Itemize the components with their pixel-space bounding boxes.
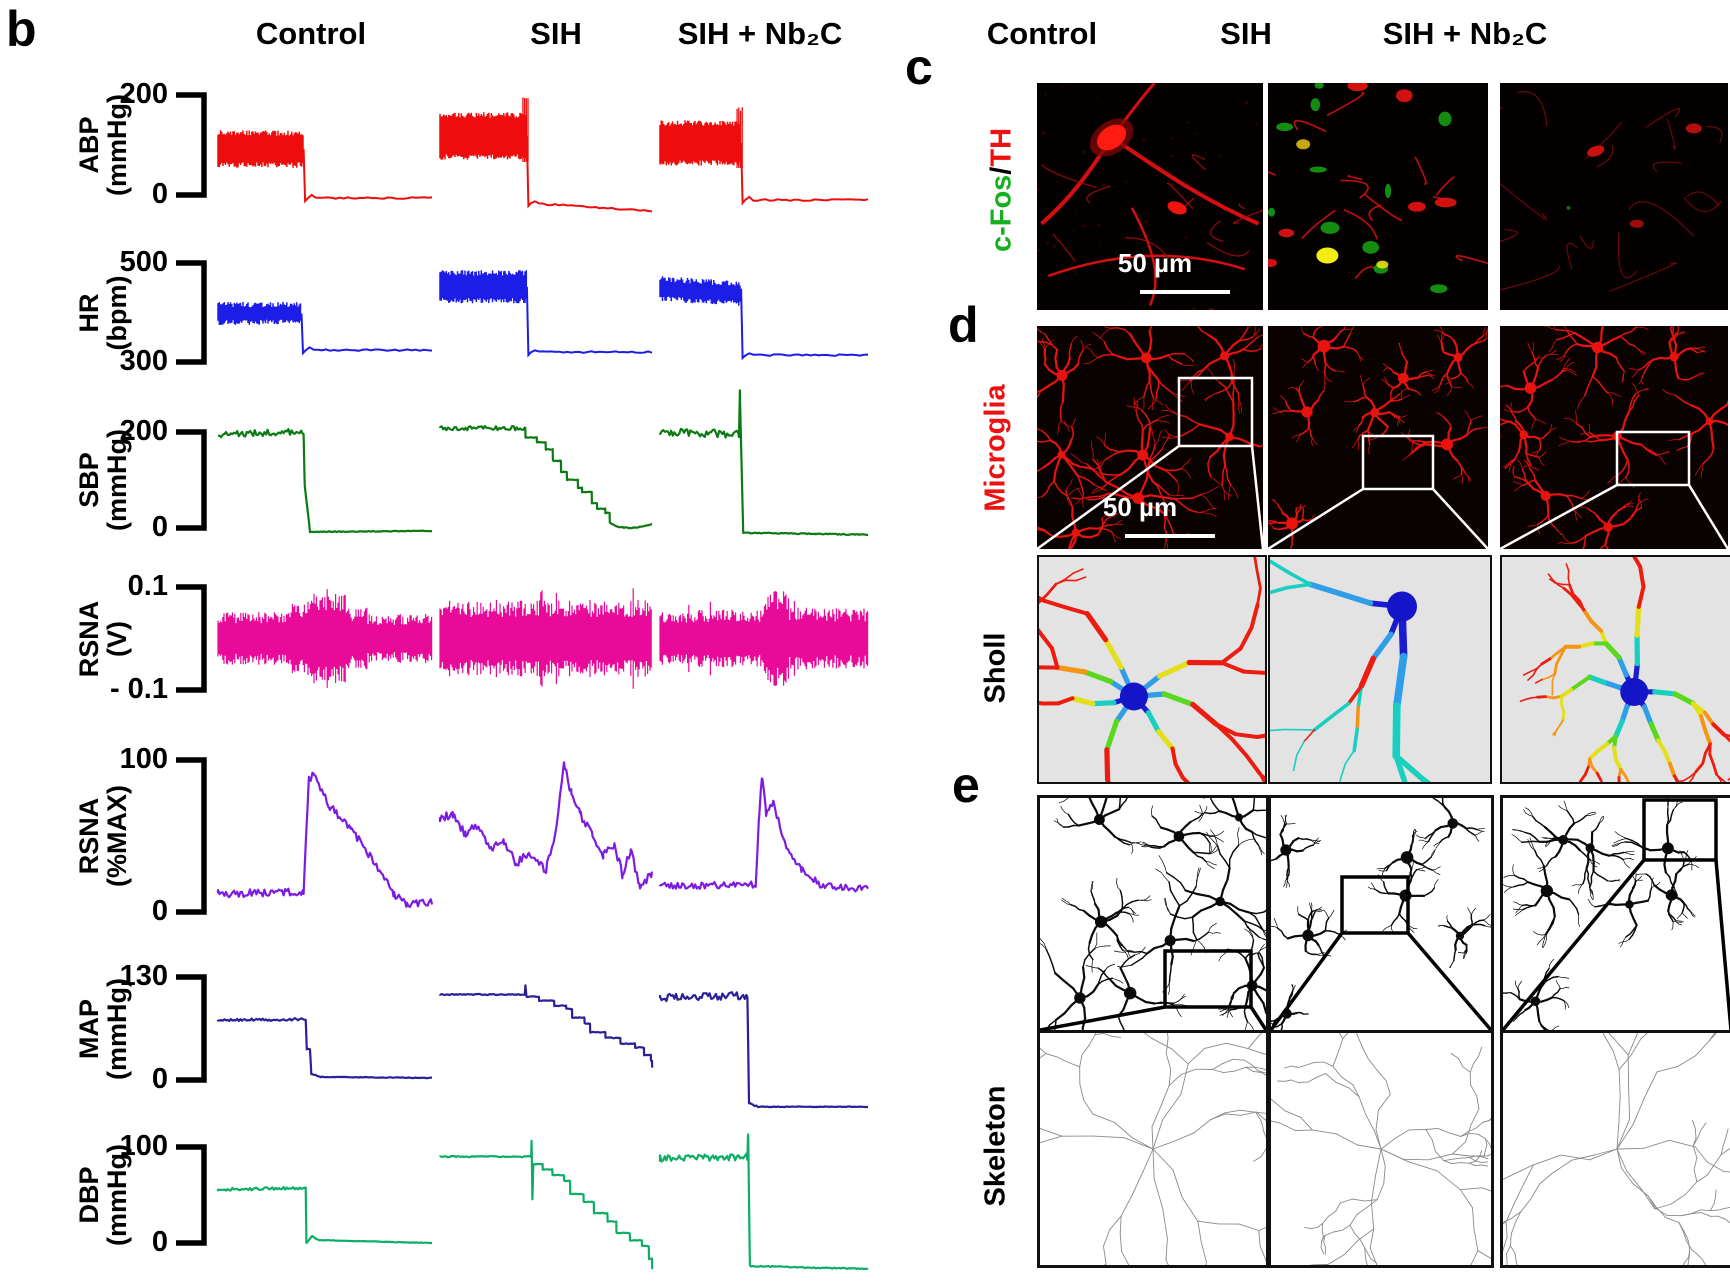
scalebar-line-d — [1125, 534, 1215, 538]
scale-bottom-2: 0 — [151, 511, 168, 543]
sholl-image-col1-image — [1270, 557, 1490, 782]
c-image-col0 — [1037, 83, 1263, 310]
d-image-col1-image — [1268, 326, 1488, 549]
scale-bottom-5: 0 — [151, 1063, 168, 1095]
scalebar-text-c: 50 µm — [1117, 248, 1193, 278]
row-label-dbp6: DBP (mmHg) — [74, 1144, 132, 1246]
scale-top-0: 200 — [119, 78, 168, 110]
d-image-col0 — [1037, 326, 1263, 549]
scalebar-line-c — [1140, 290, 1230, 294]
d-inset-box-col2 — [1615, 430, 1691, 487]
e-inset-box-col0 — [1163, 949, 1253, 1009]
sholl-image-col0-image — [1039, 557, 1265, 782]
scale-bottom-0: 0 — [151, 178, 168, 210]
scale-bottom-6: 0 — [151, 1226, 168, 1258]
c-image-col1-image — [1268, 83, 1488, 310]
e-image-col0 — [1037, 795, 1269, 1033]
scale-top-3: 0.1 — [127, 570, 168, 602]
e-image-col1 — [1268, 795, 1494, 1033]
e-inset-box-col2 — [1642, 798, 1718, 862]
scale-top-1: 500 — [119, 246, 168, 278]
scale-bottom-3: - 0.1 — [109, 673, 168, 705]
panel-c-letter: c — [905, 39, 933, 95]
scale-bracket-abp0 — [176, 92, 207, 198]
c-image-col1 — [1268, 83, 1488, 310]
row-label-hr1: HR (bpm) — [74, 275, 132, 350]
sholl-image-col2 — [1500, 555, 1730, 784]
row-label-rsna4: RSNA (%MAX) — [74, 785, 132, 887]
skeleton-image-col0 — [1037, 1030, 1269, 1268]
d-image-col2-image — [1500, 326, 1728, 549]
panel-d-letter: d — [948, 297, 979, 353]
b-header-control: Control — [255, 16, 367, 51]
c-image-col2-image — [1500, 83, 1728, 310]
d-image-col1 — [1268, 326, 1488, 549]
skeleton-image-col0-image — [1040, 1033, 1266, 1265]
e-image-col0-image — [1040, 798, 1266, 1030]
skeleton-image-col2 — [1500, 1030, 1730, 1268]
c-header-control: Control — [986, 16, 1098, 51]
c-header-sih: SIH — [1220, 16, 1272, 51]
scale-bracket-hr1 — [176, 260, 207, 365]
sholl-image-col2-image — [1502, 557, 1730, 782]
skeleton-image-col2-image — [1503, 1033, 1730, 1265]
d-inset-box-col0 — [1177, 376, 1254, 448]
b-header-sih: SIH — [530, 16, 582, 51]
scale-bracket-map5 — [176, 974, 207, 1083]
c-header-sih-nb2c: SIH + Nb₂C — [1382, 16, 1548, 51]
panel-e-letter: e — [952, 757, 980, 813]
skeleton-image-col1 — [1268, 1030, 1494, 1268]
skeleton-image-col1-image — [1271, 1033, 1491, 1265]
scale-top-2: 200 — [119, 415, 168, 447]
b-header-sih-nb2c: SIH + Nb₂C — [677, 16, 843, 51]
scale-top-4: 100 — [119, 743, 168, 775]
scale-bottom-4: 0 — [151, 895, 168, 927]
scale-bottom-1: 300 — [119, 345, 168, 377]
e-image-col1-image — [1271, 798, 1491, 1030]
d-image-col0-image — [1037, 326, 1263, 549]
row-label-sbp2: SBP (mmHg) — [74, 429, 132, 531]
e-inset-box-col1 — [1340, 875, 1410, 935]
e-image-col2 — [1500, 795, 1730, 1033]
e-image-col2-image — [1503, 798, 1730, 1030]
c-image-col2 — [1500, 83, 1728, 310]
scale-top-6: 100 — [119, 1130, 168, 1162]
scalebar-text-d: 50 µm — [1102, 492, 1178, 522]
d-inset-box-col1 — [1361, 434, 1435, 491]
c-image-col0-image — [1037, 83, 1263, 310]
sholl-image-col1 — [1268, 555, 1492, 784]
scale-bracket-sbp2 — [176, 429, 207, 531]
panel-b-letter: b — [6, 1, 37, 57]
row-label-abp0: ABP (mmHg) — [74, 94, 132, 196]
scale-bracket-dbp6 — [176, 1144, 207, 1246]
d-image-col2 — [1500, 326, 1728, 549]
scale-bracket-rsna3 — [176, 584, 207, 693]
scale-top-5: 130 — [119, 960, 168, 992]
sholl-image-col0 — [1037, 555, 1267, 784]
scale-bracket-rsna4 — [176, 757, 207, 915]
row-label-map5: MAP (mmHg) — [74, 977, 132, 1080]
row-label-rsna3: RSNA (V) — [74, 600, 132, 677]
